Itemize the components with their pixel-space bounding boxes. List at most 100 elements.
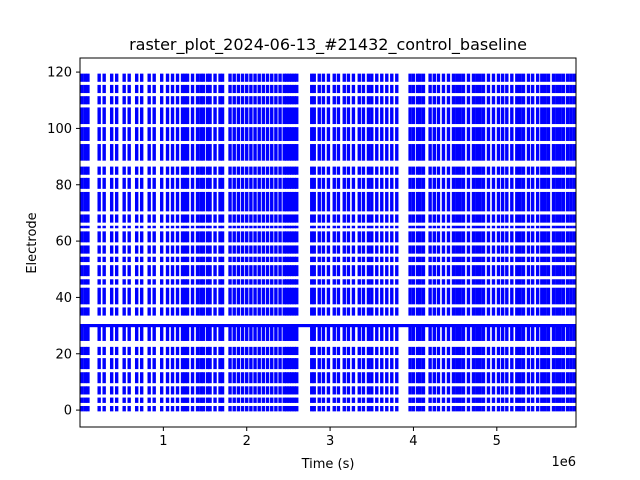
spike-segment bbox=[261, 166, 266, 175]
spike-segment bbox=[278, 358, 282, 370]
spike-segment bbox=[326, 214, 331, 223]
spike-segment bbox=[546, 144, 551, 161]
spike-segment bbox=[380, 406, 384, 412]
spike-segment bbox=[317, 358, 321, 370]
spike-segment bbox=[321, 144, 326, 161]
spike-segment bbox=[466, 231, 471, 243]
spike-segment bbox=[395, 96, 399, 105]
spike-segment bbox=[418, 127, 422, 141]
spike-segment bbox=[521, 214, 526, 223]
spike-segment bbox=[551, 166, 556, 175]
spike-segment bbox=[185, 166, 190, 175]
spike-segment bbox=[270, 287, 274, 305]
spike-segment bbox=[496, 96, 501, 105]
spike-segment bbox=[521, 372, 526, 384]
spike-segment bbox=[543, 191, 547, 212]
spike-segment bbox=[220, 358, 225, 370]
spike-segment bbox=[287, 73, 291, 82]
burst-column bbox=[551, 73, 556, 412]
spike-segment bbox=[486, 358, 491, 370]
spike-segment bbox=[441, 406, 446, 412]
spike-segment bbox=[265, 324, 270, 341]
spike-segment bbox=[357, 265, 361, 277]
burst-column bbox=[535, 73, 540, 412]
spike-segment bbox=[213, 346, 217, 356]
spike-segment bbox=[375, 279, 379, 285]
spike-segment bbox=[370, 406, 374, 412]
spike-segment bbox=[446, 256, 451, 263]
spike-segment bbox=[190, 107, 195, 125]
spike-segment bbox=[218, 177, 222, 189]
spike-segment bbox=[346, 191, 351, 212]
spike-segment bbox=[408, 225, 412, 229]
spike-segment bbox=[290, 96, 294, 105]
spike-segment bbox=[441, 107, 446, 125]
spike-segment bbox=[220, 231, 225, 243]
spike-segment bbox=[152, 127, 156, 141]
spike-segment bbox=[208, 372, 212, 384]
spike-segment bbox=[455, 372, 459, 384]
spike-segment bbox=[257, 372, 261, 384]
spike-segment bbox=[486, 307, 491, 316]
burst-column bbox=[232, 73, 236, 412]
spike-segment bbox=[134, 127, 139, 141]
spike-segment bbox=[152, 84, 156, 94]
spike-segment bbox=[558, 127, 562, 141]
spike-segment bbox=[199, 324, 203, 341]
burst-column bbox=[370, 73, 374, 412]
spike-segment bbox=[521, 107, 526, 125]
spike-segment bbox=[436, 127, 441, 141]
spike-segment bbox=[240, 225, 245, 229]
spike-segment bbox=[418, 214, 422, 223]
spike-segment bbox=[97, 307, 101, 316]
spike-segment bbox=[428, 231, 432, 243]
spike-segment bbox=[295, 307, 299, 316]
spike-segment bbox=[292, 144, 296, 161]
spike-segment bbox=[535, 265, 540, 277]
spike-segment bbox=[521, 166, 526, 175]
spike-segment bbox=[236, 231, 241, 243]
burst-column bbox=[569, 73, 573, 412]
spike-segment bbox=[546, 107, 551, 125]
spike-segment bbox=[326, 279, 331, 285]
spike-segment bbox=[475, 386, 479, 395]
spike-segment bbox=[461, 397, 466, 403]
spike-segment bbox=[114, 96, 119, 105]
burst-column bbox=[515, 73, 519, 412]
spike-segment bbox=[236, 372, 241, 384]
spike-segment bbox=[446, 96, 451, 105]
spike-segment bbox=[466, 166, 471, 175]
spike-segment bbox=[436, 265, 441, 277]
spike-segment bbox=[205, 307, 210, 316]
spike-segment bbox=[366, 358, 371, 370]
spike-segment bbox=[486, 214, 491, 223]
burst-column bbox=[205, 73, 210, 412]
spike-segment bbox=[102, 324, 106, 341]
spike-segment bbox=[395, 214, 399, 223]
spike-segment bbox=[180, 96, 185, 105]
spike-segment bbox=[361, 245, 366, 254]
spike-segment bbox=[270, 279, 274, 285]
spike-segment bbox=[515, 214, 519, 223]
burst-column bbox=[441, 73, 446, 412]
spike-segment bbox=[195, 406, 200, 412]
spike-segment bbox=[380, 245, 384, 254]
spike-segment bbox=[558, 177, 562, 189]
spike-segment bbox=[208, 214, 212, 223]
spike-segment bbox=[515, 358, 519, 370]
spike-segment bbox=[240, 96, 245, 105]
spike-segment bbox=[505, 358, 509, 370]
spike-segment bbox=[152, 107, 156, 125]
spike-segment bbox=[535, 358, 540, 370]
spike-segment bbox=[165, 279, 170, 285]
spike-segment bbox=[441, 324, 446, 341]
spike-segment bbox=[546, 386, 551, 395]
spike-segment bbox=[183, 386, 187, 395]
spike-segment bbox=[205, 406, 210, 412]
spike-segment bbox=[249, 231, 253, 243]
spike-segment bbox=[312, 73, 316, 82]
x-tick-label: 2 bbox=[243, 434, 251, 449]
spike-segment bbox=[428, 177, 432, 189]
spike-segment bbox=[208, 84, 212, 94]
spike-segment bbox=[83, 307, 87, 316]
